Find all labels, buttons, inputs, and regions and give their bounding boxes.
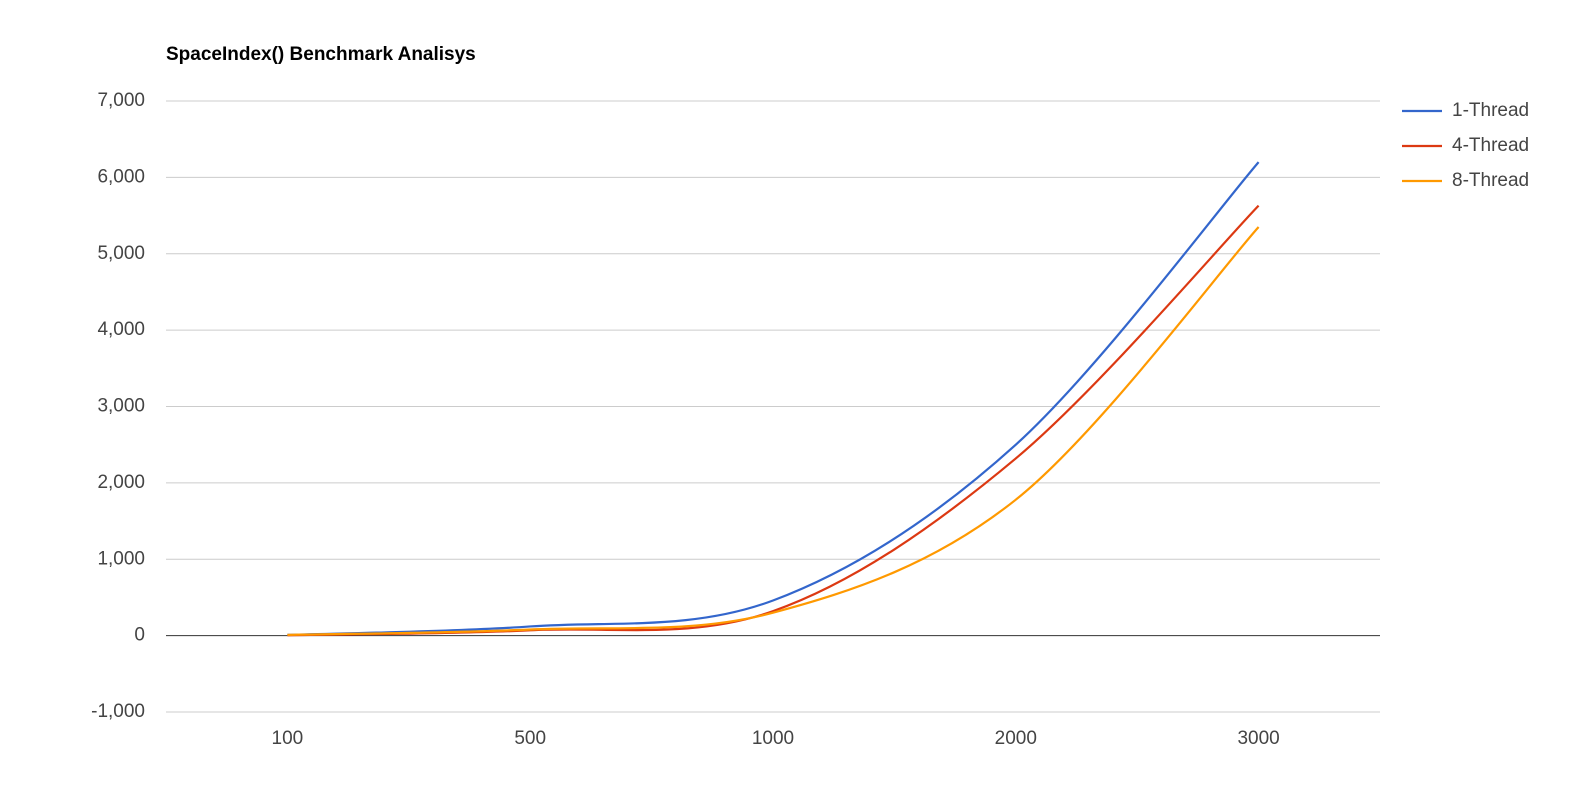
x-tick-label: 3000	[1237, 728, 1279, 749]
y-tick-label: 6,000	[97, 166, 145, 187]
y-tick-label: 2,000	[97, 472, 145, 493]
x-tick-label: 2000	[995, 728, 1037, 749]
x-tick-label: 100	[272, 728, 304, 749]
y-tick-label: 0	[134, 625, 145, 646]
y-tick-label: 4,000	[97, 319, 145, 340]
series-line	[287, 204, 1260, 637]
series-line	[287, 226, 1260, 636]
y-tick-label: 5,000	[97, 243, 145, 264]
chart-title: SpaceIndex() Benchmark Analisys	[166, 44, 476, 65]
x-tick-label: 1000	[752, 728, 794, 749]
x-tick-label: 500	[514, 728, 546, 749]
series-line	[287, 161, 1260, 636]
legend-label: 8-Thread	[1452, 170, 1529, 191]
legend-label: 4-Thread	[1452, 135, 1529, 156]
legend-label: 1-Thread	[1452, 100, 1529, 121]
y-tick-label: 1,000	[97, 548, 145, 569]
y-tick-label: -1,000	[91, 701, 145, 722]
y-tick-label: 7,000	[97, 90, 145, 111]
y-tick-label: 3,000	[97, 396, 145, 417]
